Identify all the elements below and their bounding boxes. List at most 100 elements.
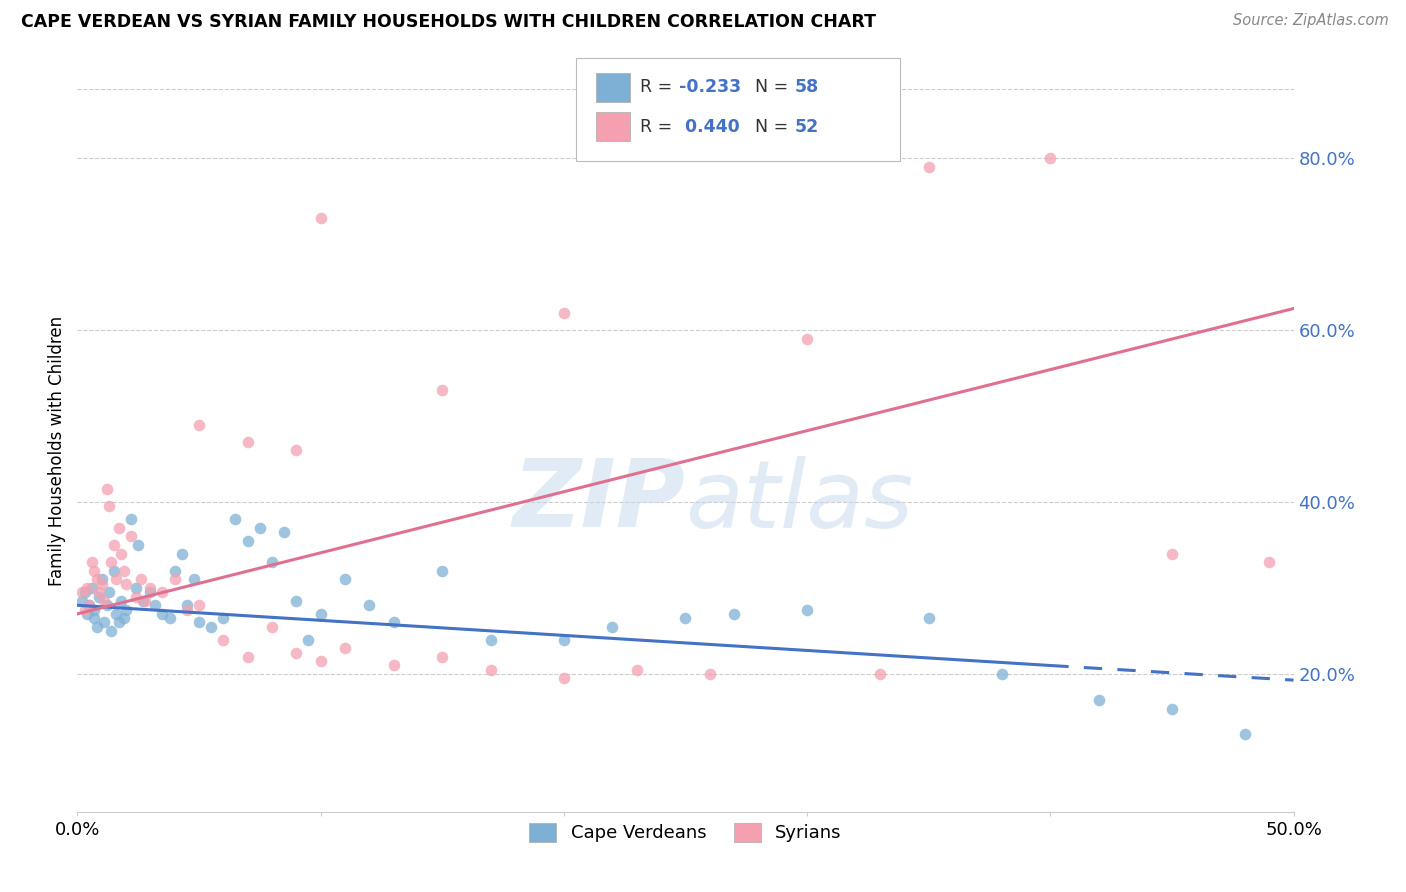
- Point: [309, 654, 332, 668]
- Point: [553, 306, 575, 320]
- Point: [96, 482, 118, 496]
- Point: [139, 585, 162, 599]
- Point: [1258, 555, 1281, 569]
- Text: ZIP: ZIP: [513, 455, 686, 547]
- Point: [188, 417, 211, 432]
- Point: [309, 211, 332, 226]
- Point: [159, 611, 181, 625]
- Point: [796, 602, 818, 616]
- Point: [236, 434, 259, 449]
- Point: [120, 529, 142, 543]
- Point: [120, 512, 142, 526]
- Text: -0.233: -0.233: [679, 78, 741, 95]
- Point: [93, 594, 115, 608]
- Point: [96, 599, 118, 613]
- Point: [990, 667, 1012, 681]
- Text: 52: 52: [794, 118, 818, 136]
- Point: [112, 564, 135, 578]
- Point: [285, 443, 308, 458]
- Point: [626, 663, 648, 677]
- Point: [107, 521, 129, 535]
- Point: [699, 667, 721, 681]
- Point: [382, 658, 405, 673]
- Point: [176, 602, 198, 616]
- Point: [200, 620, 222, 634]
- Point: [86, 573, 108, 587]
- Point: [273, 525, 295, 540]
- Point: [333, 573, 356, 587]
- Text: R =: R =: [640, 118, 678, 136]
- Point: [285, 646, 308, 660]
- Point: [83, 611, 105, 625]
- Point: [918, 160, 941, 174]
- Point: [93, 615, 115, 630]
- Point: [479, 632, 502, 647]
- Y-axis label: Family Households with Children: Family Households with Children: [48, 316, 66, 585]
- Point: [105, 573, 128, 587]
- Text: 58: 58: [794, 78, 818, 95]
- Point: [430, 384, 453, 398]
- Point: [1161, 701, 1184, 715]
- Point: [152, 607, 174, 621]
- Point: [115, 602, 138, 616]
- Point: [89, 590, 111, 604]
- Point: [1233, 727, 1256, 741]
- Legend: Cape Verdeans, Syrians: Cape Verdeans, Syrians: [522, 816, 849, 850]
- Point: [553, 632, 575, 647]
- Point: [103, 564, 125, 578]
- Point: [129, 573, 152, 587]
- Point: [73, 585, 96, 599]
- Point: [76, 581, 98, 595]
- Point: [479, 663, 502, 677]
- Point: [112, 611, 135, 625]
- Point: [602, 620, 624, 634]
- Point: [83, 564, 105, 578]
- Point: [723, 607, 745, 621]
- Point: [170, 547, 193, 561]
- Point: [285, 594, 308, 608]
- Point: [430, 649, 453, 664]
- Point: [125, 581, 148, 595]
- Point: [1088, 693, 1111, 707]
- Point: [100, 555, 122, 569]
- Point: [188, 599, 211, 613]
- Text: Source: ZipAtlas.com: Source: ZipAtlas.com: [1233, 13, 1389, 29]
- Point: [70, 594, 93, 608]
- Point: [110, 547, 132, 561]
- Text: atlas: atlas: [686, 456, 914, 547]
- Point: [97, 500, 120, 514]
- Point: [297, 632, 319, 647]
- Point: [97, 585, 120, 599]
- Point: [333, 641, 356, 656]
- Point: [359, 599, 381, 613]
- Point: [163, 564, 186, 578]
- Point: [869, 667, 891, 681]
- Point: [212, 632, 235, 647]
- Point: [236, 533, 259, 548]
- Point: [107, 615, 129, 630]
- Point: [100, 624, 122, 639]
- Point: [90, 573, 112, 587]
- Point: [553, 672, 575, 686]
- Point: [125, 590, 148, 604]
- Text: 0.440: 0.440: [679, 118, 740, 136]
- Point: [188, 615, 211, 630]
- Point: [80, 581, 103, 595]
- Point: [89, 585, 111, 599]
- Point: [675, 611, 697, 625]
- Point: [143, 599, 166, 613]
- Point: [152, 585, 174, 599]
- Point: [76, 607, 98, 621]
- Point: [260, 555, 283, 569]
- Point: [70, 585, 93, 599]
- Point: [163, 573, 186, 587]
- Point: [260, 620, 283, 634]
- Point: [79, 599, 101, 613]
- Point: [1039, 151, 1062, 165]
- Point: [80, 555, 103, 569]
- Point: [79, 599, 101, 613]
- Point: [132, 594, 155, 608]
- Point: [73, 602, 96, 616]
- Point: [110, 594, 132, 608]
- Point: [134, 594, 156, 608]
